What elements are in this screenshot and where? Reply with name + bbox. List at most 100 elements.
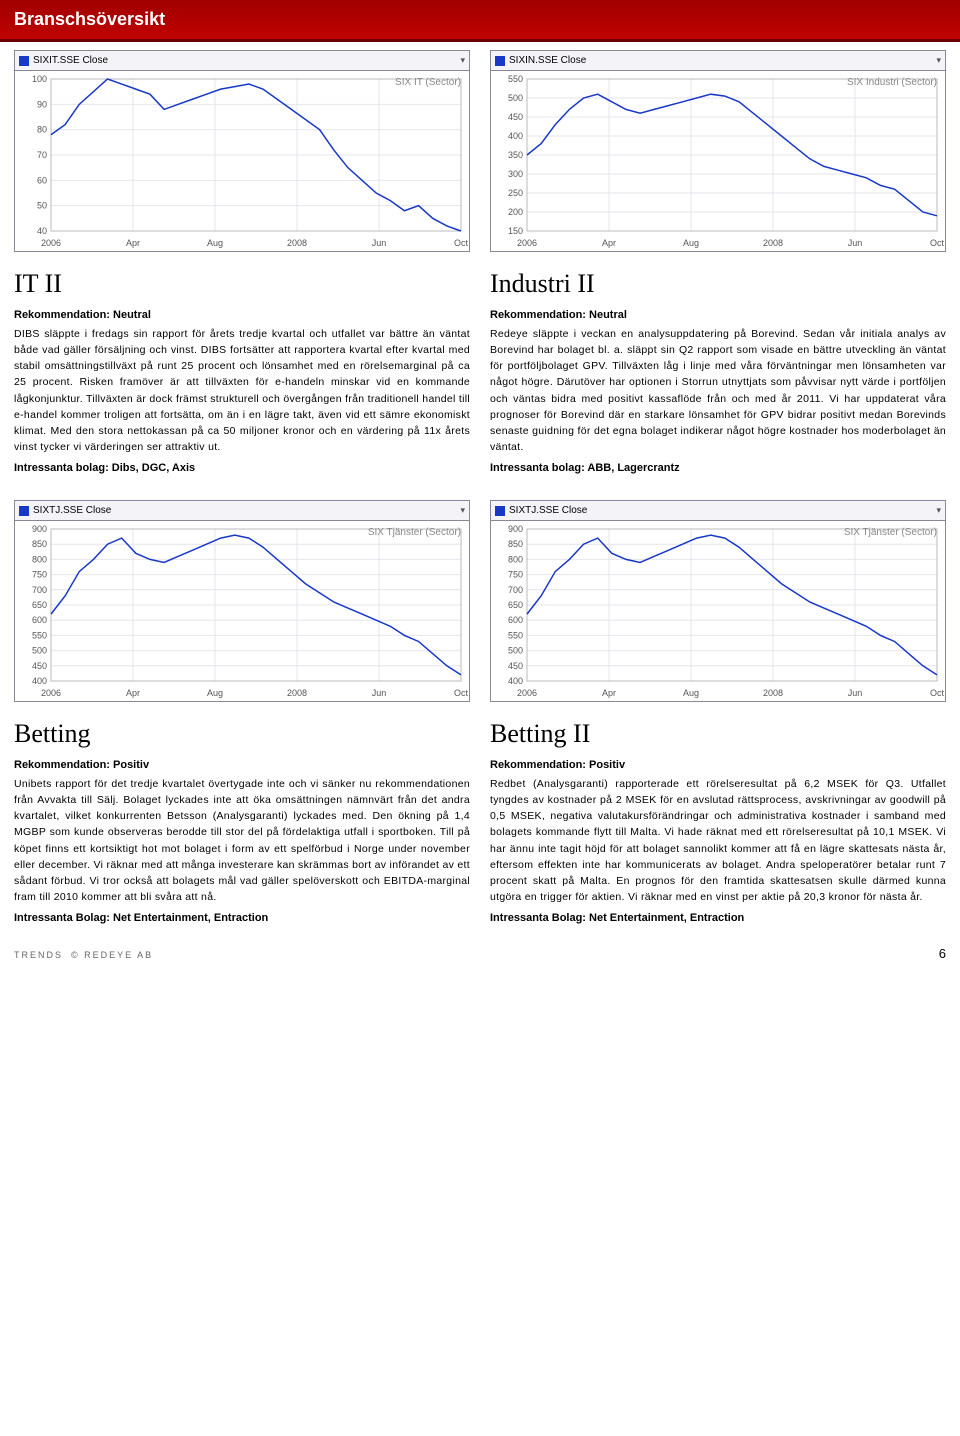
svg-text:Aug: Aug [207,238,223,248]
chart-series-selector[interactable]: SIXTJ.SSE Close ▾ [491,501,945,521]
chart-series-selector[interactable]: SIXIT.SSE Close ▾ [15,51,469,71]
svg-text:550: 550 [508,631,523,641]
svg-text:650: 650 [32,600,47,610]
svg-text:500: 500 [508,646,523,656]
recommendation: Rekommendation: Neutral [14,307,470,324]
svg-text:750: 750 [508,570,523,580]
svg-text:400: 400 [508,131,523,141]
text-row-1: IT II Rekommendation: Neutral DIBS släpp… [0,256,960,492]
svg-text:750: 750 [32,570,47,580]
svg-text:Apr: Apr [126,238,140,248]
series-color-icon [495,506,505,516]
series-color-icon [495,56,505,66]
svg-text:2006: 2006 [517,238,537,248]
svg-text:Apr: Apr [602,688,616,698]
col-title: IT II [14,264,470,303]
chart-title: SIX Tjänster (Sector) [368,525,461,540]
chart-betting2: SIXTJ.SSE Close ▾ SIX Tjänster (Sector) … [490,500,946,702]
chart-series-selector[interactable]: SIXIN.SSE Close ▾ [491,51,945,71]
svg-text:Apr: Apr [602,238,616,248]
page-footer: TRENDS © REDEYE AB 6 [0,942,960,970]
svg-text:650: 650 [508,600,523,610]
svg-text:80: 80 [37,125,47,135]
col-it: IT II Rekommendation: Neutral DIBS släpp… [14,264,470,476]
body-text: DIBS släppte i fredags sin rapport för å… [14,326,470,456]
chart-series-selector[interactable]: SIXTJ.SSE Close ▾ [15,501,469,521]
chart-it: SIXIT.SSE Close ▾ SIX IT (Sector) 40 50 60… [14,50,470,252]
chart-title: SIX Tjänster (Sector) [844,525,937,540]
chevron-down-icon: ▾ [936,54,941,68]
chart-svg: 4004505005506006507007508008509002006Apr… [491,521,945,701]
section-header: Branschsöversikt [0,0,960,42]
svg-text:Aug: Aug [683,688,699,698]
svg-text:50: 50 [37,201,47,211]
svg-text:70: 70 [37,150,47,160]
chart-betting: SIXTJ.SSE Close ▾ SIX Tjänster (Sector) … [14,500,470,702]
svg-text:250: 250 [508,188,523,198]
svg-text:300: 300 [508,169,523,179]
col-title: Industri II [490,264,946,303]
col-title: Betting II [490,714,946,753]
chevron-down-icon: ▾ [460,54,465,68]
body-text: Redeye släppte i veckan en analysuppdate… [490,326,946,456]
svg-text:2008: 2008 [763,238,783,248]
col-industri: Industri II Rekommendation: Neutral Rede… [490,264,946,476]
svg-text:150: 150 [508,226,523,236]
svg-text:450: 450 [508,112,523,122]
chart-title: SIX IT (Sector) [395,75,461,90]
chart-svg: 4004505005506006507007508008509002006Apr… [15,521,469,701]
svg-text:Jun: Jun [372,238,387,248]
svg-text:Apr: Apr [126,688,140,698]
chart-svg: 1502002503003504004505005502006AprAug200… [491,71,945,251]
section-title: Branschsöversikt [14,9,165,29]
svg-text:450: 450 [508,661,523,671]
chart-svg: 4050607080901002006AprAug2008JunOct [15,71,469,251]
chart-plot: SIX Tjänster (Sector) 400450500550600650… [491,521,945,701]
body-text: Redbet (Analysgaranti) rapporterade ett … [490,776,946,906]
svg-text:600: 600 [508,615,523,625]
charts-row-2: SIXTJ.SSE Close ▾ SIX Tjänster (Sector) … [0,492,960,706]
text-row-2: Betting Rekommendation: Positiv Unibets … [0,706,960,942]
svg-text:900: 900 [508,524,523,534]
svg-text:Jun: Jun [848,238,863,248]
svg-text:60: 60 [37,175,47,185]
svg-text:850: 850 [32,539,47,549]
svg-text:100: 100 [32,74,47,84]
body-text: Unibets rapport för det tredje kvartalet… [14,776,470,906]
footer-left-2: © REDEYE AB [71,949,153,963]
svg-text:2006: 2006 [517,688,537,698]
interesting-companies: Intressanta bolag: Dibs, DGC, Axis [14,460,470,477]
svg-text:Oct: Oct [930,688,945,698]
svg-text:Oct: Oct [930,238,945,248]
svg-text:400: 400 [32,676,47,686]
svg-text:2006: 2006 [41,238,61,248]
svg-text:700: 700 [508,585,523,595]
svg-text:450: 450 [32,661,47,671]
series-label: SIXIN.SSE Close [509,53,586,68]
svg-text:2006: 2006 [41,688,61,698]
interesting-companies: Intressanta Bolag: Net Entertainment, En… [14,910,470,927]
svg-text:Oct: Oct [454,238,469,248]
svg-text:200: 200 [508,207,523,217]
footer-left-1: TRENDS [14,949,63,963]
svg-text:500: 500 [32,646,47,656]
svg-text:40: 40 [37,226,47,236]
col-betting2: Betting II Rekommendation: Positiv Redbe… [490,714,946,926]
svg-text:Aug: Aug [207,688,223,698]
svg-text:600: 600 [32,615,47,625]
chart-plot: SIX Industri (Sector) 150 200 250 300 350 400… [491,71,945,251]
svg-text:900: 900 [32,524,47,534]
chart-title: SIX Industri (Sector) [847,75,937,90]
series-color-icon [19,506,29,516]
chevron-down-icon: ▾ [460,504,465,518]
interesting-companies: Intressanta Bolag: Net Entertainment, En… [490,910,946,927]
svg-text:350: 350 [508,150,523,160]
chevron-down-icon: ▾ [936,504,941,518]
chart-industri: SIXIN.SSE Close ▾ SIX Industri (Sector) … [490,50,946,252]
col-betting: Betting Rekommendation: Positiv Unibets … [14,714,470,926]
recommendation: Rekommendation: Positiv [490,757,946,774]
series-label: SIXTJ.SSE Close [33,503,111,518]
svg-text:Aug: Aug [683,238,699,248]
svg-text:800: 800 [32,555,47,565]
svg-text:2008: 2008 [287,238,307,248]
